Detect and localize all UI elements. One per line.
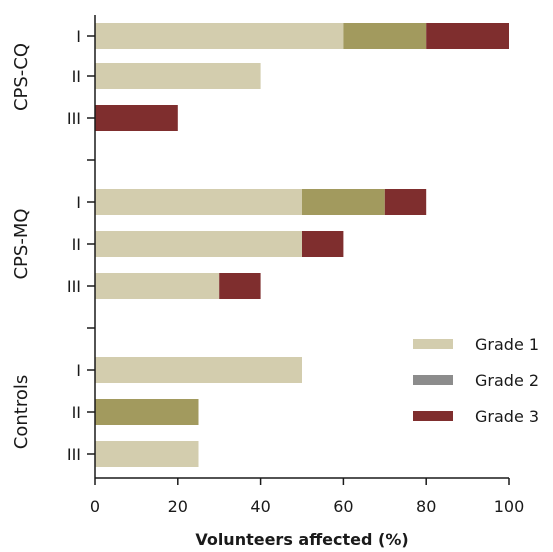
- bar-segment: [426, 23, 509, 49]
- bar-segment: [95, 63, 261, 89]
- row-label: I: [76, 27, 81, 46]
- x-tick-label: 80: [416, 497, 436, 516]
- x-tick-label: 0: [90, 497, 100, 516]
- legend-label: Grade 2: [475, 371, 539, 390]
- bar-segment: [343, 23, 427, 49]
- group-label: CPS-MQ: [11, 208, 32, 279]
- bar-segment: [95, 357, 302, 383]
- bar-segment: [95, 23, 344, 49]
- row-label: III: [67, 445, 81, 464]
- legend-label: Grade 3: [475, 407, 539, 426]
- row-label: II: [72, 67, 81, 86]
- bar-segment: [302, 189, 385, 215]
- legend-swatch: [413, 375, 453, 385]
- row-label: I: [76, 193, 81, 212]
- bars-layer: [95, 23, 509, 467]
- row-label: II: [72, 235, 81, 254]
- bar-segment: [95, 441, 199, 467]
- group-label: Controls: [11, 375, 32, 449]
- bar-segment: [95, 189, 302, 215]
- legend: Grade 1 Grade 2 Grade 3: [413, 335, 539, 426]
- row-label: I: [76, 361, 81, 380]
- x-axis-title: Volunteers affected (%): [195, 530, 408, 549]
- bar-segment: [95, 399, 199, 425]
- x-tick-label: 20: [168, 497, 188, 516]
- axes-layer: [87, 15, 510, 485]
- row-label: III: [67, 277, 81, 296]
- bar-segment: [95, 231, 302, 257]
- legend-swatch: [413, 339, 453, 349]
- bar-segment: [302, 231, 344, 257]
- row-label: III: [67, 109, 81, 128]
- legend-label: Grade 1: [475, 335, 539, 354]
- bar-segment: [95, 273, 220, 299]
- bar-segment: [95, 105, 178, 131]
- bar-segment: [384, 189, 427, 215]
- bar-segment: [219, 273, 261, 299]
- x-tick-label: 100: [494, 497, 525, 516]
- row-label: II: [72, 403, 81, 422]
- legend-swatch: [413, 411, 453, 421]
- x-tick-label: 60: [333, 497, 353, 516]
- group-label: CPS-CQ: [11, 43, 32, 111]
- x-tick-label: 40: [250, 497, 270, 516]
